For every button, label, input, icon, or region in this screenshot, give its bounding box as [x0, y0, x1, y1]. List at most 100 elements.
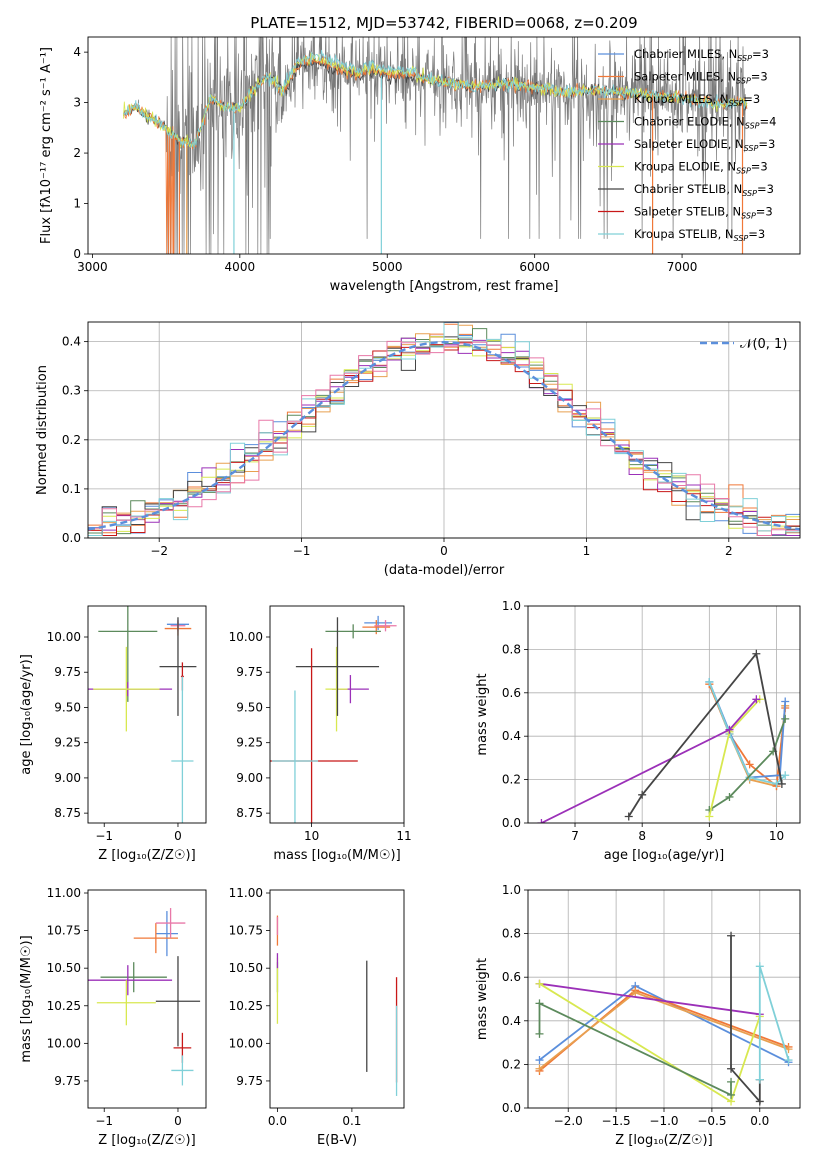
y-tick-label: 10.50 [47, 961, 81, 975]
x-tick-label: 2 [725, 544, 733, 558]
legend-entry: 𝒩(0, 1) [740, 337, 787, 352]
axes: 3000 4000 5000 6000 7000 0 1 2 3 4 wavelength [Ang… [39, 14, 801, 294]
residual-histogram [88, 322, 800, 536]
x-tick-label: 3000 [77, 260, 108, 274]
x-axis-label: age [log₁₀(age/yr)] [604, 848, 725, 863]
y-tick-label: 9.50 [54, 700, 81, 714]
x-tick-label: −1 [95, 829, 113, 843]
y-tick-label: 8.75 [54, 806, 81, 820]
weight-series-line [627, 651, 783, 817]
axes-frame [269, 889, 405, 1109]
y-tick-label: 10.00 [229, 1036, 263, 1050]
x-tick-label: 4000 [225, 260, 256, 274]
x-tick-label: −1 [293, 544, 311, 558]
x-tick-label: 11 [396, 829, 411, 843]
x-tick-label: −1.0 [649, 1114, 678, 1128]
plus-marker [784, 1056, 793, 1065]
x-tick-label: 0 [440, 544, 448, 558]
residual-histogram-panel: −2 −1 0 1 2 0.0 0.1 0.2 0.3 0.4 (data-model)/error… [35, 321, 801, 578]
plus-marker [537, 819, 546, 823]
legend-entry: Salpeter STELIB, NSSP=3 [634, 205, 773, 221]
spectrum-panel: 3000 4000 5000 6000 7000 0 1 2 3 4 wavelength [Ang… [39, 14, 801, 294]
axes: −2 −1 0 1 2 0.0 0.1 0.2 0.3 0.4 (data-model)/error… [35, 321, 801, 578]
weight-series-line [539, 982, 760, 1016]
y-tick-label: 9.75 [236, 1074, 263, 1088]
weight-series-line [708, 698, 761, 817]
plus-marker [755, 1097, 764, 1106]
y-tick-label: 0.8 [502, 642, 521, 656]
x-tick-label: −2.0 [554, 1114, 583, 1128]
plus-marker [727, 1077, 736, 1086]
plot-area [535, 931, 793, 1106]
axes: 0.0 0.1 9.75 10.00 10.25 10.50 10.75 11.00 E(B-V… [229, 886, 405, 1148]
x-tick-label: 5000 [372, 260, 403, 274]
plus-marker [777, 779, 786, 788]
y-tick-label: 10.75 [229, 924, 263, 938]
plus-marker [705, 677, 714, 686]
y-tick-label: 0.6 [502, 686, 521, 700]
x-axis-label: Z [log₁₀(Z/Z☉)] [615, 1133, 712, 1148]
y-tick-label: 0.4 [62, 335, 81, 349]
x-tick-label: 0.0 [750, 1114, 769, 1128]
plus-marker [535, 1029, 544, 1038]
plus-marker [638, 790, 647, 799]
plus-marker [752, 695, 761, 704]
y-tick-label: 9.25 [54, 736, 81, 750]
x-tick-label: 0 [174, 829, 182, 843]
residual-histogram [88, 340, 800, 536]
y-tick-label: 0.0 [502, 816, 521, 830]
plus-marker [755, 962, 764, 971]
weight-series-line [708, 718, 787, 811]
chart-title: PLATE=1512, MJD=53742, FIBERID=0068, z=0… [250, 14, 637, 32]
y-tick-label: 1.0 [502, 883, 521, 897]
plus-marker [535, 1064, 544, 1073]
x-axis-label: wavelength [Angstrom, rest frame] [330, 279, 559, 294]
axes: 10 11 8.75 9.00 9.25 9.50 9.75 10.00 mass [log₁₀… [229, 605, 412, 863]
axes-frame [87, 36, 801, 255]
y-tick-label: 0.4 [502, 729, 521, 743]
plot-area [88, 322, 800, 536]
y-tick-label: 1.0 [502, 599, 521, 613]
x-tick-label: 1 [583, 544, 591, 558]
weight-vs-metallicity-panel: −2.0 −1.5 −1.0 −0.5 0.0 0.0 0.2 0.4 0.6 0.8 1.0 Z [… [475, 883, 801, 1148]
age-vs-metallicity-panel: −1 0 8.75 9.00 9.25 9.50 9.75 10.00 Z [log₁₀(Z/Z… [19, 605, 207, 863]
y-tick-label: 0 [73, 247, 81, 261]
y-tick-label: 10.25 [47, 999, 81, 1013]
y-tick-label: 9.25 [236, 736, 263, 750]
y-tick-label: 2 [73, 146, 81, 160]
y-tick-label: 9.00 [236, 771, 263, 785]
y-tick-label: 0.0 [502, 1101, 521, 1115]
x-tick-label: 7000 [667, 260, 698, 274]
y-tick-label: 10.00 [229, 630, 263, 644]
axes: −1 0 8.75 9.00 9.25 9.50 9.75 10.00 Z [log₁₀(Z/Z… [19, 605, 207, 863]
axes-frame [269, 605, 405, 824]
legend-entry: Salpeter ELODIE, NSSP=3 [634, 137, 775, 153]
x-axis-label: mass [log₁₀(M/M☉)] [273, 848, 400, 863]
y-axis-label: Normed distribution [35, 365, 50, 495]
y-tick-label: 0.2 [62, 433, 81, 447]
x-tick-label: 0.1 [342, 1114, 361, 1128]
x-tick-label: 8 [638, 829, 646, 843]
y-tick-label: 0.0 [62, 531, 81, 545]
plus-marker [727, 931, 736, 940]
x-tick-label: −1 [95, 1114, 113, 1128]
legend-entry: Chabrier MILES, NSSP=3 [634, 47, 769, 63]
x-axis-label: Z [log₁₀(Z/Z☉)] [98, 848, 195, 863]
y-tick-label: 10.50 [229, 961, 263, 975]
axes-frame [87, 321, 801, 539]
plot-area [276, 915, 398, 1096]
legend: Chabrier MILES, NSSP=3 Salpeter MILES, NS… [598, 47, 776, 243]
plot-area [537, 649, 790, 823]
y-tick-label: 10.00 [47, 630, 81, 644]
legend: 𝒩(0, 1) [700, 337, 787, 352]
plus-marker [727, 1064, 736, 1073]
x-tick-label: 0.0 [268, 1114, 287, 1128]
y-tick-label: 9.00 [54, 771, 81, 785]
x-axis-label: Z [log₁₀(Z/Z☉)] [98, 1133, 195, 1148]
model-spectrum [123, 49, 748, 150]
plus-marker [781, 714, 790, 723]
x-tick-label: 0 [174, 1114, 182, 1128]
y-tick-label: 9.75 [236, 665, 263, 679]
x-tick-label: −1.5 [602, 1114, 631, 1128]
mass-vs-ebv-panel: 0.0 0.1 9.75 10.00 10.25 10.50 10.75 11.00 E(B-V… [229, 886, 405, 1148]
